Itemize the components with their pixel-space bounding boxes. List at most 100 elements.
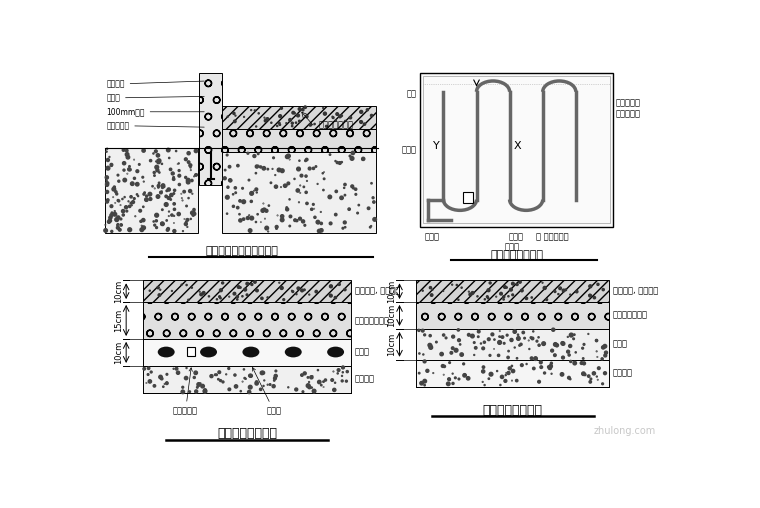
Circle shape [185,376,188,380]
Circle shape [122,162,125,165]
Circle shape [189,164,192,167]
Circle shape [530,337,532,338]
Circle shape [597,367,600,369]
Circle shape [128,205,131,208]
Circle shape [258,113,259,114]
Circle shape [170,199,172,200]
Circle shape [302,109,304,111]
Circle shape [275,226,278,228]
Circle shape [131,182,134,185]
Text: 低温冷库地面大样: 低温冷库地面大样 [217,427,277,440]
Circle shape [458,299,459,300]
Circle shape [234,187,236,189]
Text: zhulong.com: zhulong.com [594,426,655,435]
Circle shape [334,297,337,299]
Circle shape [154,224,156,226]
Circle shape [435,341,437,343]
Circle shape [227,186,229,188]
Circle shape [157,195,160,198]
Circle shape [173,177,174,178]
Circle shape [230,179,232,182]
Circle shape [277,125,278,126]
Circle shape [203,389,207,393]
Circle shape [275,370,277,372]
Circle shape [503,299,505,300]
Circle shape [267,168,268,170]
Circle shape [499,336,500,337]
Circle shape [562,289,565,292]
Circle shape [325,125,328,127]
Circle shape [332,116,333,117]
Circle shape [122,209,125,213]
Circle shape [418,330,420,331]
Circle shape [236,299,238,300]
Circle shape [509,288,512,291]
Circle shape [187,227,188,228]
Circle shape [105,176,109,179]
Bar [416,329,609,360]
Circle shape [500,336,501,337]
Circle shape [538,344,540,346]
Text: 楼板层域, 防潮处理: 楼板层域, 防潮处理 [355,287,400,296]
Circle shape [217,378,219,380]
Circle shape [315,291,318,293]
Bar [223,129,376,152]
Circle shape [171,172,174,175]
Circle shape [287,182,290,185]
Circle shape [233,205,235,207]
Circle shape [227,116,228,117]
Circle shape [250,192,254,195]
Circle shape [450,352,453,354]
Circle shape [305,175,307,177]
Circle shape [306,180,307,181]
Circle shape [263,208,266,211]
Circle shape [115,217,119,221]
Circle shape [484,385,485,386]
Circle shape [172,291,173,292]
Circle shape [471,292,474,294]
Circle shape [122,214,125,216]
Circle shape [316,220,320,224]
Circle shape [304,225,306,226]
Circle shape [531,337,534,340]
Circle shape [110,164,112,166]
Circle shape [154,175,155,176]
Circle shape [262,167,265,170]
Circle shape [224,169,226,171]
Circle shape [370,114,372,116]
Circle shape [279,124,280,125]
Bar [423,76,610,224]
Circle shape [567,350,569,353]
Circle shape [309,294,310,295]
Text: 架空层: 架空层 [355,347,370,357]
Circle shape [283,299,285,301]
Circle shape [443,365,445,367]
Circle shape [236,206,239,209]
Circle shape [477,330,480,333]
Circle shape [330,285,332,288]
Text: 冷库地面电热防冻: 冷库地面电热防冻 [490,249,543,260]
Circle shape [513,330,516,333]
Circle shape [292,111,295,114]
Circle shape [494,339,495,340]
Bar [199,73,223,185]
Circle shape [255,381,258,383]
Circle shape [109,219,112,222]
Bar [187,347,195,356]
Bar [143,280,351,302]
Circle shape [559,287,562,290]
Circle shape [312,208,313,210]
Circle shape [265,209,268,212]
Circle shape [307,376,309,378]
Circle shape [176,150,177,152]
Circle shape [340,196,344,200]
Circle shape [269,384,271,386]
Circle shape [229,296,230,297]
Ellipse shape [242,346,259,358]
Text: 10cm: 10cm [388,279,397,303]
Circle shape [463,363,464,365]
Circle shape [540,361,542,364]
Circle shape [194,211,195,212]
Circle shape [429,345,432,350]
Circle shape [117,174,119,176]
